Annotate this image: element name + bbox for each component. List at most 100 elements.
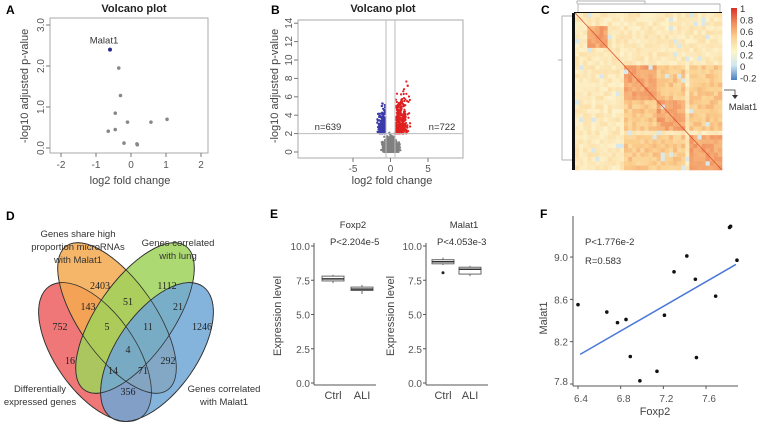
heatmap-cell [689,152,694,158]
heatmap-cell [611,69,617,75]
heatmap-cell [709,39,715,44]
heatmap-cell [693,122,698,127]
heatmap-cell [673,39,678,44]
heatmap-cell [587,78,592,84]
heatmap-cell [632,52,637,57]
heatmap-cell [583,122,588,127]
heatmap-cell [668,47,674,53]
up-point [403,119,406,122]
heatmap-cell [579,108,584,114]
heatmap-cell [677,21,682,27]
heatmap-cell [607,39,613,44]
heatmap-cell [693,13,698,18]
heatmap-cell [587,56,592,62]
heatmap-cell [628,82,633,88]
heatmap-cell [628,126,633,132]
heatmap-cell [575,91,580,97]
heatmap-cell [595,117,600,123]
up-point [399,93,403,96]
heatmap-cell [664,91,670,97]
heatmap-cell [619,82,625,88]
heatmap-cell [599,34,604,40]
heatmap-cell [652,113,657,118]
heatmap-cell [624,56,629,62]
heatmap-cell [587,113,592,118]
up-point [398,127,401,130]
heatmap-cell [697,139,702,145]
heatmap-cell [717,39,723,44]
heatmap-cell [693,78,698,84]
heatmap-cell [652,122,657,127]
heatmap-cell [713,47,719,53]
heatmap-cell [575,108,580,114]
heatmap-cell [693,165,698,171]
heatmap-cell [709,87,715,92]
heatmap-cell [648,113,653,118]
heatmap-cell [624,108,629,114]
ns-point [386,135,389,138]
heatmap-cell [681,165,686,171]
heatmap-cell [705,117,711,123]
heatmap-cell [701,26,706,31]
heatmap-cell [628,100,633,105]
heatmap-cell [587,126,592,132]
heatmap-cell [595,95,600,101]
heatmap-cell [615,78,621,84]
heatmap-cell [599,126,604,132]
heatmap-cell [660,87,666,92]
x-tick-label: 1 [163,160,169,171]
heatmap-cell [717,82,723,88]
heatmap-cell [615,130,621,136]
up-point [406,130,410,133]
heatmap-cell [713,78,719,84]
heatmap-cell [644,148,649,153]
heatmap-cell [599,161,604,166]
heatmap-cell [681,47,686,53]
heatmap-cell [705,143,711,149]
heatmap-cell [607,21,613,27]
heatmap-cell [709,17,715,23]
heatmap-cell [644,139,649,145]
heatmap-cell [648,95,653,101]
heatmap-cell [587,21,592,27]
heatmap-cell [640,126,645,132]
heatmap-cell [652,13,657,18]
heatmap-cell [583,30,588,36]
heatmap-cell [677,95,682,101]
heatmap-cell [677,135,682,140]
heatmap-cell [717,126,723,132]
heatmap-cell [668,60,674,66]
heatmap-cell [685,108,690,114]
heatmap-cell [636,95,641,101]
heatmap-cell [640,104,645,110]
heatmap-cell [628,87,633,92]
heatmap-cell [685,117,690,123]
heatmap-cell [611,82,617,88]
heatmap-cell [673,156,678,162]
data-point [576,302,580,307]
heatmap-cell [648,104,653,110]
heatmap-cell [599,52,604,57]
heatmap-cell [591,126,596,132]
heatmap-cell [701,139,706,145]
ns-point [383,135,386,138]
heatmap-cell [717,74,723,79]
heatmap-cell [640,30,645,36]
heatmap-cell [685,95,690,101]
heatmap-cell [697,65,702,70]
heatmap-cell [628,152,633,158]
box [458,266,482,275]
heatmap-cell [673,91,678,97]
heatmap-cell [668,87,674,92]
heatmap-cell [611,30,617,36]
heatmap-cell [648,82,653,88]
heatmap-cell [615,104,621,110]
x-tick-label: 7.2 [659,394,673,405]
heatmap-cell [673,126,678,132]
heatmap-cell [628,161,633,166]
venn-set-label: expressed genes [4,397,77,408]
heatmap-cell [595,143,600,149]
heatmap-cell [640,161,645,166]
heatmap-cell [636,135,641,140]
heatmap-cell [591,26,596,31]
